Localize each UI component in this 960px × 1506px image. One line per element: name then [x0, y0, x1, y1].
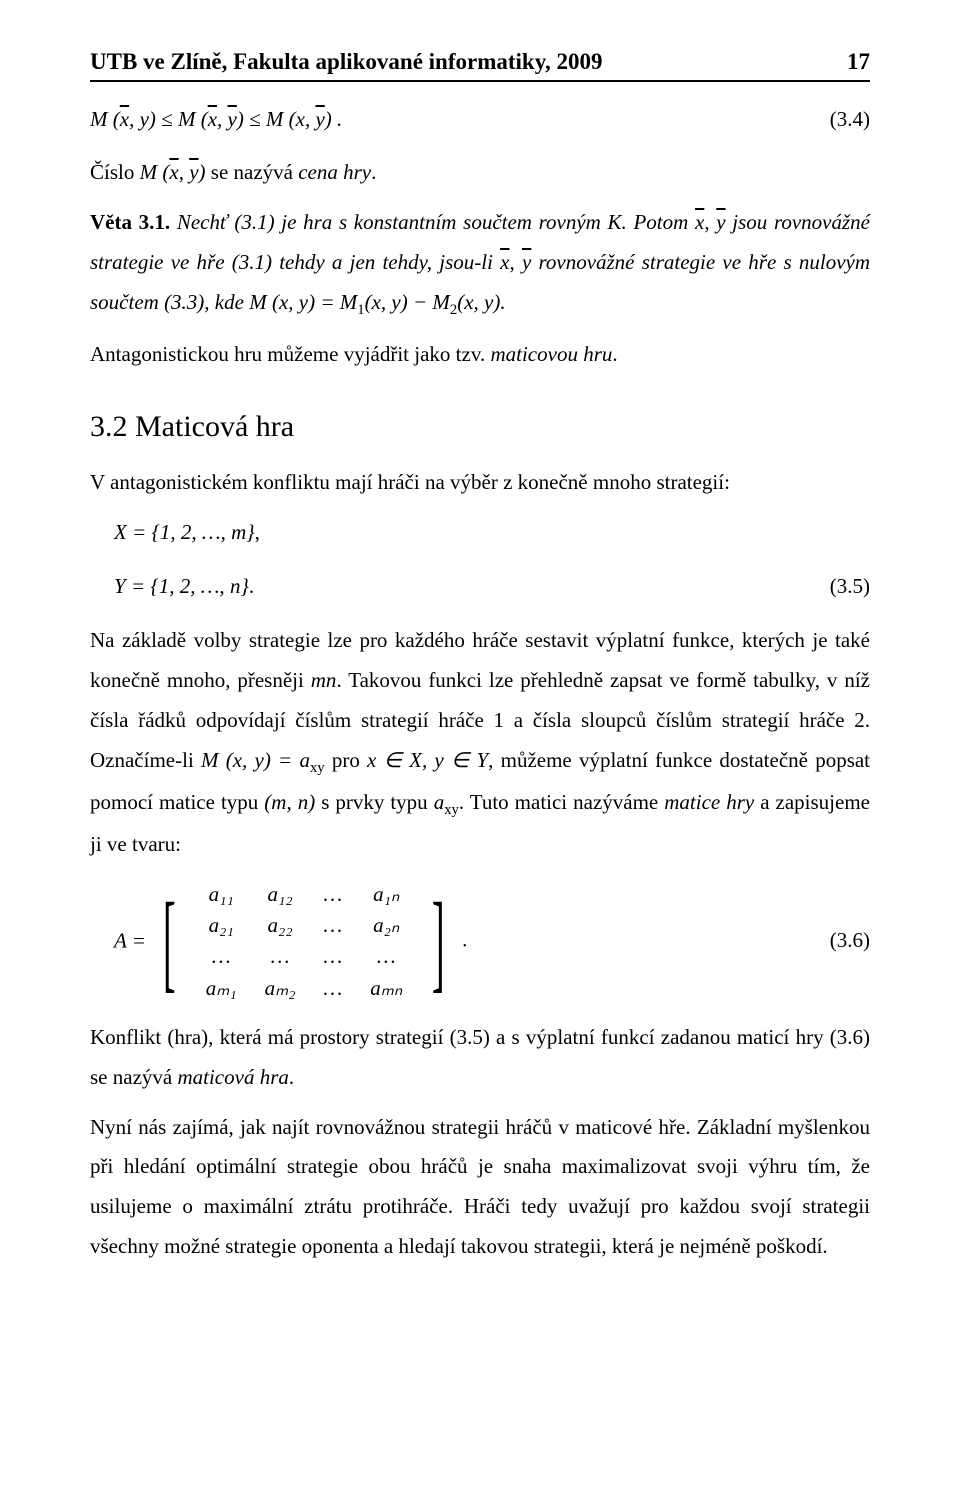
- text: s prvky typu: [315, 790, 433, 814]
- formula: axy: [434, 790, 459, 814]
- formula: M (x, y): [140, 160, 206, 184]
- term-cena-hry: cena hry: [298, 160, 371, 184]
- equation-number: (3.4): [790, 100, 870, 140]
- page: UTB ve Zlíně, Fakulta aplikované informa…: [0, 0, 960, 1506]
- bracket-left-icon: [: [163, 891, 176, 991]
- matrix-cell: a₂₁: [192, 910, 251, 941]
- matrix-cell: …: [310, 973, 357, 1004]
- theorem-body: Nechť (3.1) je hra s konstantním součtem…: [90, 210, 870, 314]
- text: .: [612, 342, 617, 366]
- set-Y-row: Y = {1, 2, …, n}. (3.5): [90, 567, 870, 607]
- cena-hry-line: Číslo M (x, y) se nazývá cena hry.: [90, 153, 870, 193]
- matrix-cell: aₘₙ: [356, 973, 416, 1004]
- formula: x ∈ X, y ∈ Y: [367, 748, 488, 772]
- header-title: UTB ve Zlíně, Fakulta aplikované informa…: [90, 48, 602, 76]
- text: .: [462, 927, 467, 951]
- term-maticovou-hru: maticovou hru: [490, 342, 612, 366]
- veta-3-1: Věta 3.1. Nechť (3.1) je hra s konstantn…: [90, 203, 870, 325]
- matrix-cell: aₘ₂: [251, 973, 310, 1004]
- matrix-cell: a₁₂: [251, 879, 310, 910]
- term-matice-hry: matice hry: [664, 790, 754, 814]
- matrix-cell: a₁₁: [192, 879, 251, 910]
- equation-number: (3.5): [790, 567, 870, 607]
- matrix-cell: a₂ₙ: [356, 910, 416, 941]
- text: .: [289, 1065, 294, 1089]
- matrix-cell: …: [310, 879, 357, 910]
- matrix-cell: aₘ₁: [192, 973, 251, 1004]
- text: Nechť (3.1) je hra s konstantním součtem…: [177, 210, 695, 234]
- equation-text: M (x, y) ≤ M (x, y) ≤ M (x, y) .: [90, 100, 790, 140]
- text: se nazývá: [211, 160, 298, 184]
- matrix-cell: a₂₂: [251, 910, 310, 941]
- nyni-paragraph: Nyní nás zajímá, jak najít rovnovážnou s…: [90, 1108, 870, 1268]
- text: Antagonistickou hru můžeme vyjádřit jako…: [90, 342, 490, 366]
- text: .: [371, 160, 376, 184]
- mn: mn: [311, 668, 337, 692]
- matrix-cell: …: [356, 941, 416, 972]
- text: . Tuto matici nazýváme: [459, 790, 664, 814]
- volba-paragraph: Na základě volby strategie lze pro každé…: [90, 621, 870, 865]
- section-heading-3-2: 3.2 Maticová hra: [90, 409, 870, 445]
- matrix-row: A = [ a₁₁a₁₂…a₁ₙ a₂₁a₂₂…a₂ₙ ………… aₘ₁aₘ₂……: [90, 879, 870, 1004]
- matrix-cell: …: [192, 941, 251, 972]
- intro-paragraph: V antagonistickém konfliktu mají hráči n…: [90, 463, 870, 503]
- set-X: X = {1, 2, …, m},: [114, 513, 870, 553]
- theorem-label: Věta 3.1.: [90, 210, 170, 234]
- equation-3-4: M (x, y) ≤ M (x, y) ≤ M (x, y) . (3.4): [90, 100, 870, 140]
- text: Číslo: [90, 160, 140, 184]
- matrix-table: a₁₁a₁₂…a₁ₙ a₂₁a₂₂…a₂ₙ ………… aₘ₁aₘ₂…aₘₙ: [192, 879, 416, 1004]
- matrix-cell: …: [251, 941, 310, 972]
- antagonisticka-line: Antagonistickou hru můžeme vyjádřit jako…: [90, 335, 870, 375]
- term-maticova-hra: maticová hra: [177, 1065, 288, 1089]
- formula: M (x, y) = axy: [201, 748, 325, 772]
- matrix-cell: a₁ₙ: [356, 879, 416, 910]
- set-Y: Y = {1, 2, …, n}.: [90, 567, 790, 607]
- equation-number: (3.6): [790, 921, 870, 961]
- text: pro: [325, 748, 367, 772]
- page-header: UTB ve Zlíně, Fakulta aplikované informa…: [90, 48, 870, 82]
- matrix-cell: …: [310, 910, 357, 941]
- matrix-cell: …: [310, 941, 357, 972]
- matrix-A: A = [ a₁₁a₁₂…a₁ₙ a₂₁a₂₂…a₂ₙ ………… aₘ₁aₘ₂……: [90, 879, 790, 1004]
- text: .: [500, 290, 505, 314]
- bracket-right-icon: ]: [432, 891, 445, 991]
- page-number: 17: [847, 48, 870, 76]
- formula: (m, n): [264, 790, 315, 814]
- konflikt-paragraph: Konflikt (hra), která má prostory strate…: [90, 1018, 870, 1098]
